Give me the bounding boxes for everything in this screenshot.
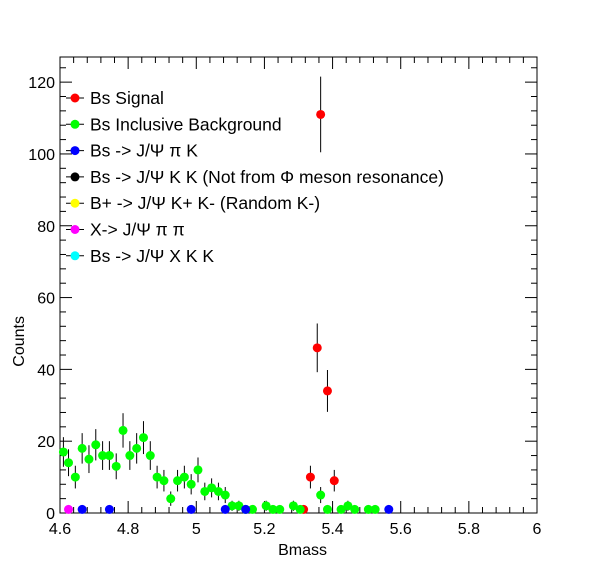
data-point: [295, 504, 305, 514]
y-axis-label: Counts: [11, 316, 28, 367]
y-tick-label: 20: [37, 434, 55, 451]
data-point: [329, 476, 339, 486]
series-1: [58, 413, 380, 514]
data-point: [111, 461, 121, 471]
legend-entry: Bs Signal: [66, 88, 164, 108]
data-point: [305, 472, 315, 482]
x-tick-label: 6: [533, 521, 542, 538]
x-tick-label: 4.8: [117, 521, 139, 538]
legend-label: Bs Inclusive Background: [90, 114, 282, 134]
y-tick-label: 40: [37, 362, 55, 379]
data-point: [288, 501, 298, 511]
data-point: [213, 486, 223, 496]
data-point: [241, 504, 251, 514]
y-tick-label: 80: [37, 219, 55, 236]
data-point: [268, 504, 278, 514]
data-point: [261, 501, 271, 511]
data-point: [70, 472, 80, 482]
data-point: [91, 440, 101, 450]
data-point: [220, 490, 230, 500]
data-point: [384, 504, 394, 514]
data-point: [343, 501, 353, 511]
data-point: [370, 504, 380, 514]
data-point: [312, 343, 322, 353]
x-axis-label: Bmass: [278, 542, 327, 559]
data-point: [207, 483, 217, 493]
data-point: [58, 447, 68, 457]
series-0: [299, 76, 339, 514]
series-2: [77, 504, 394, 514]
x-axis: 4.6 4.8 5 5.2 5.4 5.6 5.8 6: [49, 57, 542, 538]
legend-label: Bs -> J/Ψ K K (Not from Φ meson resonanc…: [90, 167, 444, 187]
legend-label: X-> J/Ψ π π: [90, 220, 185, 240]
data-point: [322, 386, 332, 396]
x-tick-label: 4.6: [49, 521, 71, 538]
data-point: [173, 476, 183, 486]
data-point: [322, 504, 332, 514]
data-point: [77, 504, 87, 514]
x-tick-label: 5.6: [390, 521, 412, 538]
data-point: [159, 476, 169, 486]
data-point: [179, 472, 189, 482]
data-point: [336, 504, 346, 514]
data-point: [104, 451, 114, 461]
data-point: [220, 504, 230, 514]
legend-marker: [70, 93, 80, 103]
data-point: [186, 479, 196, 489]
legend-entry: B+ -> J/Ψ K+ K- (Random K-): [66, 193, 320, 213]
legend-entry: Bs -> J/Ψ X K K: [66, 246, 214, 266]
legend-marker: [70, 146, 80, 156]
legend-marker: [70, 225, 80, 234]
legend-entry: Bs -> J/Ψ π K: [66, 141, 198, 161]
legend-marker: [70, 119, 80, 129]
data-series: [58, 76, 394, 514]
data-point: [363, 504, 373, 514]
series-5: [64, 504, 74, 514]
data-point: [186, 504, 196, 514]
data-point: [275, 504, 285, 514]
data-point: [316, 490, 326, 500]
data-point: [248, 504, 258, 514]
x-tick-label: 5.2: [253, 521, 275, 538]
data-point: [138, 433, 148, 443]
legend-marker: [70, 198, 80, 208]
legend-entry: Bs -> J/Ψ K K (Not from Φ meson resonanc…: [66, 167, 444, 187]
legend-entry: X-> J/Ψ π π: [66, 220, 185, 240]
data-point: [125, 451, 135, 461]
y-tick-label: 60: [37, 291, 55, 308]
legend-label: Bs -> J/Ψ X K K: [90, 246, 214, 266]
y-tick-label: 0: [46, 506, 55, 523]
data-point: [316, 109, 326, 119]
legend-label: B+ -> J/Ψ K+ K- (Random K-): [90, 193, 320, 213]
data-point: [166, 494, 176, 504]
legend-marker: [70, 172, 80, 182]
data-point: [64, 504, 74, 514]
data-point: [64, 458, 74, 468]
data-point: [118, 425, 128, 435]
data-point: [132, 443, 142, 453]
data-point: [227, 501, 237, 511]
y-axis: 0 20 40 60 80 100 120: [28, 67, 537, 523]
data-point: [77, 443, 87, 453]
legend-marker: [70, 251, 80, 261]
data-point: [234, 501, 244, 511]
x-tick-label: 5.8: [458, 521, 480, 538]
legend-entry: Bs Inclusive Background: [66, 114, 282, 134]
y-tick-label: 120: [28, 75, 55, 92]
data-point: [98, 451, 108, 461]
legend: Bs Signal Bs Inclusive Background Bs -> J/…: [66, 88, 444, 266]
legend-label: Bs -> J/Ψ π K: [90, 141, 198, 161]
y-tick-label: 100: [28, 147, 55, 164]
legend-label: Bs Signal: [90, 88, 164, 108]
x-tick-label: 5: [192, 521, 201, 538]
data-point: [193, 465, 203, 475]
data-point: [152, 472, 162, 482]
data-point: [200, 486, 210, 496]
data-point: [145, 451, 155, 461]
data-point: [104, 504, 114, 514]
data-point: [84, 454, 94, 464]
data-point: [350, 504, 360, 514]
x-tick-label: 5.4: [321, 521, 343, 538]
